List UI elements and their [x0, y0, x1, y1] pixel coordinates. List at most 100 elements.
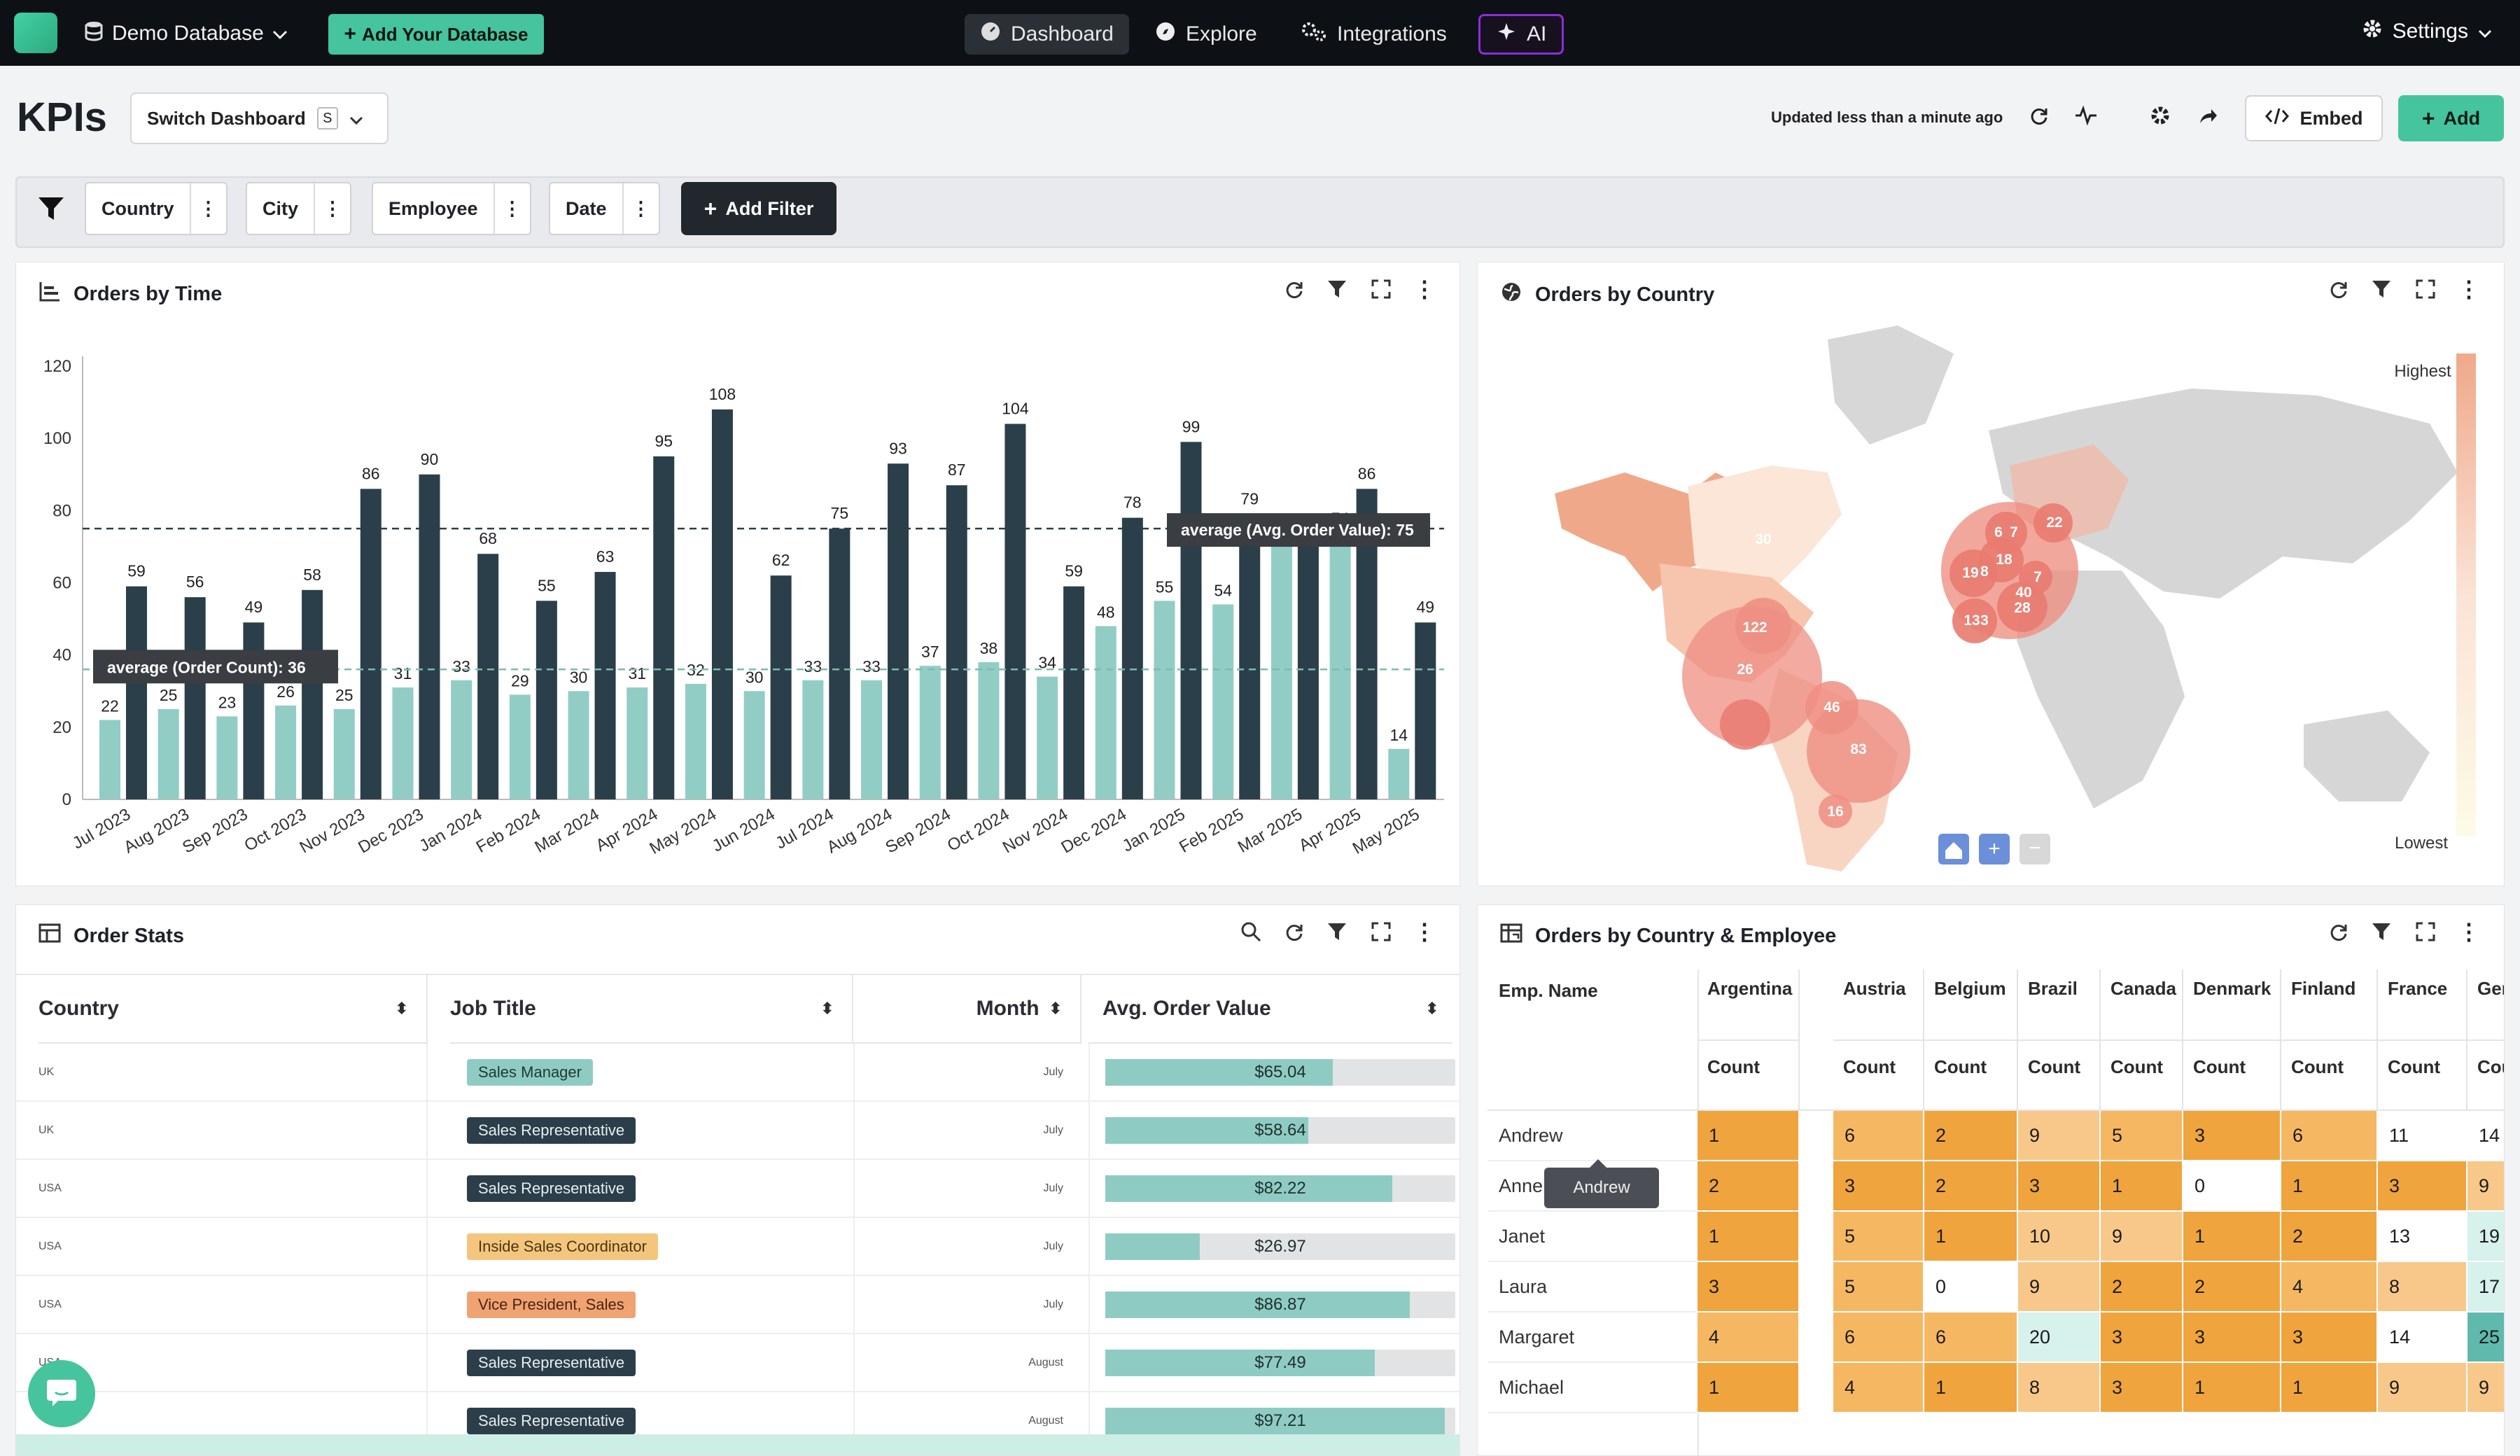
table-row[interactable]: USA Vice President, Sales July $86.87 [16, 1276, 1460, 1334]
pivot-employee-name[interactable]: Anne [1488, 1161, 1698, 1212]
fullscreen-icon[interactable] [1370, 920, 1392, 943]
pivot-count-cell[interactable]: 3 [1698, 1262, 1800, 1312]
map-zoom-in-button[interactable] [1979, 834, 2010, 864]
pivot-count-cell[interactable]: 3 [2183, 1312, 2281, 1363]
pivot-count-cell[interactable]: 1 [1924, 1363, 2018, 1413]
pivot-count-cell[interactable]: 3 [2101, 1363, 2183, 1413]
column-header-avg-order-value[interactable]: Avg. Order Value ⬍ [1088, 975, 1452, 1044]
pivot-count-cell[interactable]: 0 [2183, 1161, 2281, 1212]
kebab-menu-icon[interactable]: ⋮ [622, 183, 659, 234]
pivot-count-cell[interactable]: 3 [2281, 1312, 2378, 1363]
pivot-country-header[interactable]: Austria [1833, 969, 1924, 1040]
refresh-icon[interactable] [2025, 102, 2053, 130]
pivot-count-cell[interactable]: 3 [2101, 1312, 2183, 1363]
filter-icon[interactable] [2371, 920, 2393, 943]
pivot-count-cell[interactable]: 5 [1833, 1262, 1924, 1312]
pivot-count-cell[interactable]: 14 [2468, 1111, 2504, 1161]
pivot-count-cell[interactable]: 3 [2018, 1161, 2101, 1212]
search-icon[interactable] [1240, 920, 1262, 943]
add-filter-button[interactable]: + Add Filter [681, 182, 836, 235]
kebab-menu-icon[interactable]: ⋮ [189, 183, 226, 234]
column-header-job-title[interactable]: Job Title ⬍ [450, 975, 853, 1044]
kebab-menu-icon[interactable]: ⋮ [493, 183, 530, 234]
pivot-count-cell[interactable]: 0 [1924, 1262, 2018, 1312]
refresh-icon[interactable] [1283, 278, 1306, 300]
gear-icon[interactable] [2146, 102, 2174, 130]
kebab-menu-icon[interactable]: ⋮ [1413, 276, 1436, 302]
nav-explore[interactable]: Explore [1140, 14, 1273, 55]
pivot-employee-name[interactable]: Laura [1488, 1262, 1698, 1312]
pivot-count-cell[interactable]: 1 [2101, 1161, 2183, 1212]
pivot-count-cell[interactable]: 9 [2378, 1363, 2468, 1413]
pivot-country-header[interactable]: Brazil [2018, 969, 2101, 1040]
refresh-icon[interactable] [2328, 278, 2350, 300]
fullscreen-icon[interactable] [2414, 278, 2437, 300]
pivot-count-cell[interactable]: 6 [1833, 1312, 1924, 1363]
pivot-country-header[interactable]: Belgium [1924, 969, 2018, 1040]
pivot-country-header[interactable]: Denmark [2183, 969, 2281, 1040]
pivot-count-cell[interactable]: 6 [2281, 1111, 2378, 1161]
pivot-count-cell[interactable]: 2 [2281, 1212, 2378, 1262]
pivot-count-cell[interactable]: 13 [2378, 1212, 2468, 1262]
table-row[interactable]: Sales Representative August $97.21 [16, 1392, 1460, 1450]
pivot-count-cell[interactable]: 6 [1924, 1312, 2018, 1363]
pivot-count-cell[interactable]: 2 [1924, 1161, 2018, 1212]
filter-icon[interactable] [2371, 278, 2393, 300]
pivot-count-cell[interactable]: 25 [2468, 1312, 2504, 1363]
pivot-count-cell[interactable]: 2 [2183, 1262, 2281, 1312]
column-header-month[interactable]: Month ⬍ [853, 975, 1082, 1044]
nav-integrations[interactable]: Integrations [1285, 14, 1462, 55]
map-cluster-bubble[interactable] [1682, 606, 1822, 746]
add-widget-button[interactable]: + Add [2398, 95, 2504, 141]
pivot-count-cell[interactable]: 1 [1698, 1363, 1800, 1413]
pivot-count-cell[interactable]: 4 [2281, 1262, 2378, 1312]
pivot-count-cell[interactable]: 9 [2468, 1161, 2504, 1212]
add-database-button[interactable]: + Add Your Database [328, 14, 544, 55]
pivot-count-cell[interactable]: 20 [2018, 1312, 2101, 1363]
sort-icon[interactable]: ⬍ [395, 1000, 408, 1017]
pivot-country-header[interactable]: France [2378, 969, 2468, 1040]
pivot-count-cell[interactable]: 14 [2378, 1312, 2468, 1363]
pivot-count-cell[interactable]: 17 [2468, 1262, 2504, 1312]
refresh-icon[interactable] [1283, 920, 1306, 943]
app-logo[interactable] [14, 13, 57, 53]
kebab-menu-icon[interactable]: ⋮ [2458, 919, 2480, 944]
pivot-count-cell[interactable]: 9 [2018, 1262, 2101, 1312]
pivot-count-cell[interactable]: 19 [2468, 1212, 2504, 1262]
pivot-employee-name[interactable]: Michael [1488, 1363, 1698, 1413]
filter-chip-city[interactable]: City ⋮ [246, 182, 352, 235]
kebab-menu-icon[interactable]: ⋮ [1413, 919, 1436, 944]
pivot-employee-name[interactable]: Andrew [1488, 1111, 1698, 1161]
embed-button[interactable]: Embed [2245, 95, 2383, 141]
pivot-count-cell[interactable]: 1 [1698, 1212, 1800, 1262]
map-cluster-bubble[interactable] [1720, 699, 1770, 750]
pivot-count-cell[interactable]: 3 [1833, 1161, 1924, 1212]
sort-icon[interactable]: ⬍ [1049, 1000, 1062, 1017]
filter-chip-date[interactable]: Date ⋮ [549, 182, 660, 235]
pivot-count-cell[interactable]: 9 [2101, 1212, 2183, 1262]
pivot-emp-header[interactable]: Emp. Name [1499, 979, 1598, 1001]
pivot-count-cell[interactable]: 1 [2281, 1161, 2378, 1212]
pivot-count-cell[interactable]: 1 [1698, 1111, 1800, 1161]
pivot-country-header[interactable]: Canada [2101, 969, 2183, 1040]
nav-ai[interactable]: AI [1478, 14, 1564, 55]
database-selector[interactable]: Demo Database [84, 18, 288, 49]
map-cluster-bubble[interactable] [1952, 598, 1997, 643]
pivot-employee-name[interactable]: Margaret [1488, 1312, 1698, 1363]
pivot-count-cell[interactable]: 11 [2378, 1111, 2468, 1161]
pivot-count-cell[interactable]: 5 [2101, 1111, 2183, 1161]
table-row[interactable]: USA Inside Sales Coordinator July $26.97 [16, 1218, 1460, 1276]
pivot-count-cell[interactable]: 2 [1924, 1111, 2018, 1161]
map-cluster-bubble[interactable] [1807, 699, 1910, 803]
kebab-menu-icon[interactable]: ⋮ [314, 183, 350, 234]
sort-icon[interactable]: ⬍ [1425, 1000, 1438, 1017]
settings-menu[interactable]: Settings [2362, 18, 2492, 45]
kebab-menu-icon[interactable]: ⋮ [2458, 276, 2480, 302]
pivot-count-cell[interactable]: 2 [2101, 1262, 2183, 1312]
map-zoom-out-button[interactable] [2019, 834, 2050, 864]
pivot-count-cell[interactable]: 6 [1833, 1111, 1924, 1161]
pivot-count-cell[interactable]: 4 [1698, 1312, 1800, 1363]
pivot-count-cell[interactable]: 2 [1698, 1161, 1800, 1212]
map-cluster-bubble[interactable] [1997, 582, 2047, 632]
sort-icon[interactable]: ⬍ [820, 1000, 834, 1017]
